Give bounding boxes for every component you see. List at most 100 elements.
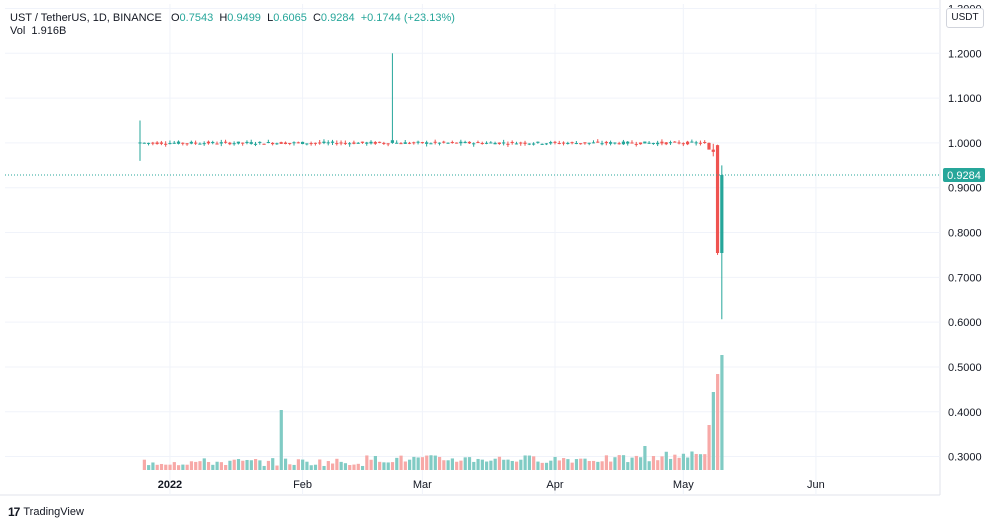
volume-bar: [249, 460, 253, 470]
candle-filler-body: [626, 141, 630, 144]
candle-filler-body: [223, 141, 228, 143]
volume-bar: [621, 455, 626, 470]
candle-filler-body: [266, 142, 270, 144]
volume-bar: [673, 454, 677, 470]
volume-bar: [527, 455, 532, 470]
candle-filler-body: [651, 142, 655, 144]
candle-filler-body: [433, 141, 437, 143]
high-value: 0.9499: [227, 12, 261, 24]
volume-bar: [236, 459, 241, 470]
volume-bar: [587, 461, 591, 470]
candle-filler-body: [544, 143, 549, 145]
volume-bar: [211, 464, 215, 470]
volume-bar: [155, 464, 159, 470]
candle-filler-body: [335, 143, 339, 145]
volume-bar: [639, 457, 643, 470]
currency-button[interactable]: USDT: [946, 8, 984, 28]
volume-bar: [142, 459, 146, 470]
y-tick-label: 0.7000: [948, 272, 982, 284]
volume-bar: [416, 457, 420, 470]
candle-filler-body: [279, 142, 283, 144]
volume-bar: [514, 461, 519, 470]
symbol-label[interactable]: UST / TetherUS, 1D, BINANCE: [10, 12, 162, 24]
volume-bar: [194, 461, 198, 470]
x-tick-label: Jun: [807, 479, 825, 491]
change-value: +0.1744 (+23.13%): [360, 12, 455, 24]
volume-bar: [395, 457, 399, 470]
candle-filler-body: [202, 143, 206, 145]
volume-bar: [420, 457, 425, 470]
candle-body: [707, 142, 711, 150]
candle-body: [720, 174, 724, 253]
volume-bar: [198, 461, 202, 470]
volume-bar: [617, 455, 621, 470]
candle-filler-body: [591, 142, 596, 144]
candle-filler-body: [330, 141, 335, 143]
candle-filler-body: [664, 142, 668, 145]
open-value: 0.7543: [179, 12, 214, 24]
volume-bar: [613, 457, 617, 470]
volume-bar: [506, 459, 510, 470]
candle-filler-body: [322, 141, 326, 144]
high-label: H: [219, 12, 228, 24]
candle-filler-body: [292, 142, 296, 144]
candle-filler-body: [288, 142, 292, 144]
candle-filler-body: [694, 142, 698, 144]
volume-bar: [232, 459, 236, 470]
candle-filler-body: [656, 142, 660, 145]
candle-filler-body: [506, 143, 510, 145]
volume-bar: [664, 451, 668, 470]
brand-logo[interactable]: 17 TradingView: [8, 505, 84, 519]
candle-filler-body: [309, 143, 313, 145]
volume-bar: [245, 459, 249, 470]
candle-body: [138, 142, 142, 144]
candle-filler-body: [574, 143, 578, 145]
volume-bar: [309, 465, 313, 470]
volume-bar: [716, 374, 720, 470]
candle-filler-body: [703, 142, 707, 144]
candle-filler-body: [617, 143, 621, 145]
volume-bar: [459, 460, 463, 470]
candle-filler-body: [377, 141, 382, 143]
volume-bar: [562, 458, 566, 470]
volume-bar: [241, 460, 245, 470]
volume-bar: [181, 464, 185, 470]
volume-bar: [591, 460, 596, 470]
candle-filler-body: [146, 142, 151, 144]
candle-filler-body: [395, 142, 399, 144]
candle-filler-body: [373, 142, 377, 144]
candle-filler-body: [681, 143, 685, 145]
candle-filler-body: [587, 142, 591, 144]
candle-filler-body: [463, 141, 467, 144]
volume-bar: [570, 462, 574, 470]
candle-filler-body: [698, 142, 703, 144]
candle-filler-body: [313, 142, 318, 144]
y-tick-label: 0.9000: [948, 183, 982, 195]
volume-bar: [305, 461, 309, 470]
candle-body: [711, 149, 715, 152]
volume-bar: [467, 457, 472, 470]
volume-bar: [283, 458, 288, 470]
candle-filler-body: [446, 142, 450, 144]
volume-bar: [553, 456, 557, 470]
candle-filler-body: [634, 143, 638, 145]
candle-filler-body: [194, 142, 198, 144]
volume-bar: [172, 462, 176, 470]
volume-bar: [604, 455, 609, 470]
x-tick-label: May: [673, 479, 694, 491]
candle-filler-body: [613, 142, 617, 144]
volume-bar: [219, 462, 223, 470]
candle-filler-body: [540, 143, 544, 145]
volume-bar: [502, 459, 506, 470]
volume-bar: [523, 455, 527, 470]
y-tick-label: 1.1000: [948, 93, 982, 105]
volume-bar: [480, 459, 484, 470]
volume-bar: [707, 425, 711, 470]
volume-bar: [596, 461, 600, 470]
volume-bar: [189, 461, 194, 470]
candle-filler-body: [369, 141, 373, 144]
volume-bar: [429, 455, 433, 470]
candle-filler-body: [348, 143, 352, 145]
candle-filler-body: [283, 142, 288, 145]
